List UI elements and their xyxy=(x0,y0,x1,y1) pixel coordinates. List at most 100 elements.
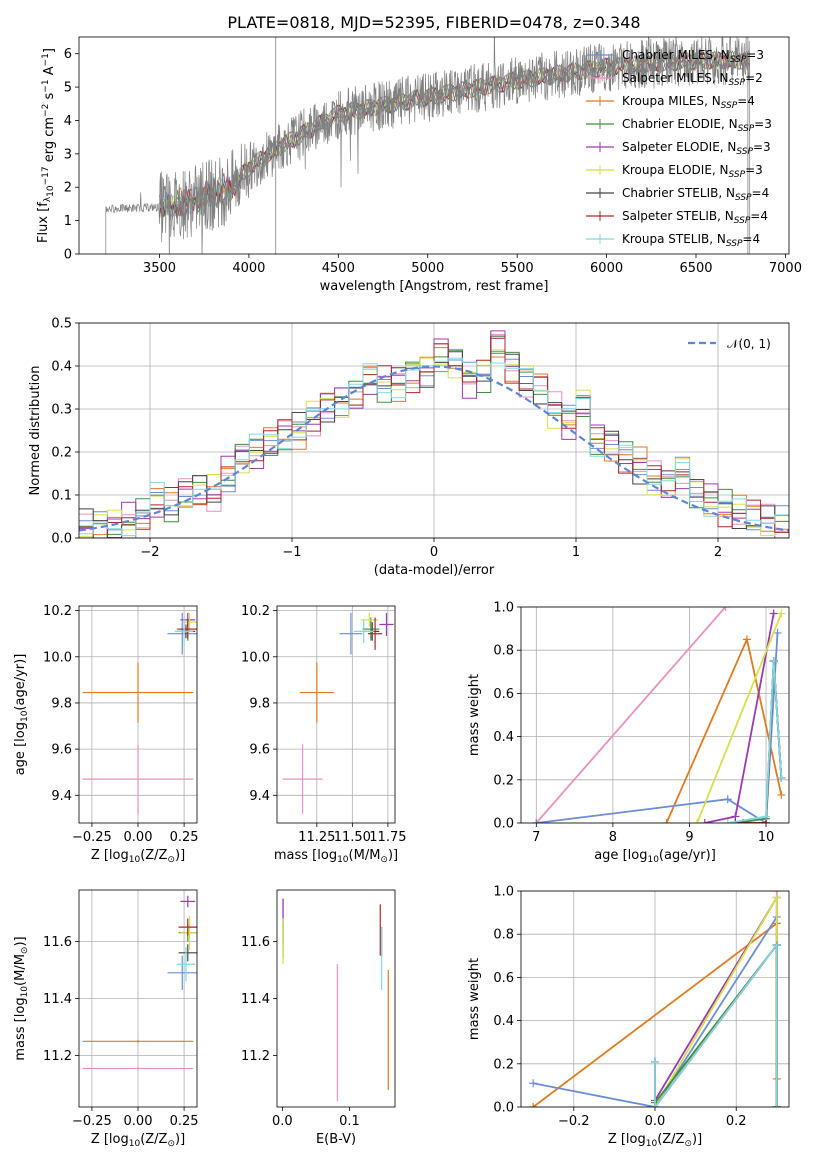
x-axis-label-part: 10 xyxy=(646,1139,658,1149)
legend-eq: = xyxy=(753,140,763,154)
x-axis-label-part: Z [log xyxy=(608,1132,646,1147)
residual-histogram xyxy=(79,335,789,538)
legend-ssp-sub: SSP xyxy=(721,101,738,111)
legend-n-symbol: , N xyxy=(709,232,726,246)
mass-weight-point xyxy=(723,795,732,804)
y-tick-label: 6 xyxy=(64,47,72,62)
y-tick-label: 0.1 xyxy=(51,489,72,504)
y-axis-label-part: (M/M xyxy=(13,954,28,986)
x-axis-label-part: age [log xyxy=(594,848,647,863)
x-axis-label: (data-model)/error xyxy=(374,563,495,578)
mass-weight-point xyxy=(772,941,781,949)
x-axis-label-part: 10 xyxy=(129,855,141,865)
y-tick-label: 0.6 xyxy=(493,971,514,986)
spectrum-data-line xyxy=(105,37,751,254)
x-axis-label-part: ⊙ xyxy=(167,1139,175,1149)
y-tick-label: 0.0 xyxy=(493,1101,514,1116)
y-axis-label: Normed distribution xyxy=(28,366,43,496)
mass-weight-point xyxy=(769,609,778,618)
y-tick-label: 11.4 xyxy=(241,992,270,1007)
y-axis-label-part: 10 xyxy=(20,710,30,722)
spectrum-axes: 3500 4000 4500 5000 5500 6000 6500 70000123456w… xyxy=(36,36,802,294)
age-vs-mass-frame xyxy=(276,605,396,824)
y-tick-label: 0.2 xyxy=(493,773,514,788)
mass-weight-vs-Z-plot-area xyxy=(529,891,781,1107)
x-axis-label-part: (M/M xyxy=(349,848,381,863)
legend-model-name: Salpeter ELODIE xyxy=(622,140,720,154)
x-tick-label: −1 xyxy=(282,545,301,560)
y-axis-label-part: s xyxy=(42,92,57,103)
mass-weight-point xyxy=(723,819,732,823)
y-tick-label: 0.5 xyxy=(51,317,72,332)
legend-ssp-sub: SSP xyxy=(726,239,743,249)
y-tick-label: 0.4 xyxy=(493,1014,514,1029)
mass-vs-EBV-plot-area xyxy=(282,898,389,1102)
x-tick-label: 11.25 xyxy=(298,830,335,845)
y-tick-label: 0 xyxy=(64,248,72,263)
age-vs-Z-axes: −0.25 0.00 0.259.49.69.810.010.2Z [log10(Z… xyxy=(13,604,199,865)
y-axis-label-part: −1 xyxy=(41,53,51,66)
mass-weight-line xyxy=(696,613,783,823)
y-axis-label: age [log10(age/yr)] xyxy=(13,654,30,776)
x-tick-label: 0.1 xyxy=(339,1114,360,1129)
y-axis-label-part: erg cm xyxy=(42,117,57,166)
legend-ssp-sub: SSP xyxy=(730,55,747,65)
mass-vs-EBV-frame xyxy=(276,889,396,1108)
x-axis-label: E(B-V) xyxy=(316,1132,356,1147)
x-axis-label: Z [log10(Z/Z⊙)] xyxy=(608,1132,702,1149)
y-axis-label-part: A xyxy=(42,66,57,79)
mass-weight-point xyxy=(651,1057,659,1066)
x-tick-label: 0.0 xyxy=(272,1114,293,1129)
legend-ssp-sub: SSP xyxy=(736,147,753,157)
legend-n-value: 4 xyxy=(747,94,755,108)
x-axis-label-part: 10 xyxy=(129,1139,141,1149)
y-tick-label: 11.6 xyxy=(43,935,72,950)
legend-model-name: Kroupa ELODIE xyxy=(622,163,712,177)
legend-n-value: 4 xyxy=(752,232,760,246)
mass-weight-point xyxy=(529,1079,538,1088)
y-axis-label-part: −2 xyxy=(41,104,51,117)
x-tick-label: 10 xyxy=(758,830,775,845)
y-tick-label: 0.4 xyxy=(51,360,72,375)
x-axis-label-part: Z [log xyxy=(91,1132,129,1147)
x-tick-label: 6000 xyxy=(590,261,623,276)
y-tick-label: 0.0 xyxy=(51,532,72,547)
y-tick-label: 11.4 xyxy=(43,992,72,1007)
x-axis-label-part: 10 xyxy=(647,855,659,865)
y-tick-label: 9.4 xyxy=(249,789,270,804)
mass-weight-point xyxy=(721,607,730,611)
residuals-axes: −2 −1 0 1 2 0.0 0.1 0.2 0.3 0.4 0.5 (data-model)/er… xyxy=(28,317,790,578)
mass-weight-point xyxy=(772,893,781,902)
y-axis-label: Flux [fλ10−17 erg cm−2 s−1 A−1] xyxy=(36,48,57,243)
x-tick-label: 0.25 xyxy=(170,1114,199,1129)
y-tick-label: 0.2 xyxy=(493,1057,514,1072)
y-axis-label-part: age [log xyxy=(13,722,28,775)
x-tick-label: −0.25 xyxy=(72,830,112,845)
mass-weight-point xyxy=(742,635,751,644)
mass-weight-point xyxy=(693,819,702,823)
y-tick-label: 9.8 xyxy=(249,696,270,711)
x-axis-label-part: (age/yr)] xyxy=(659,848,716,863)
mass-weight-line xyxy=(535,607,727,823)
mass-weight-vs-age-frame xyxy=(520,606,790,824)
x-axis-label: Z [log10(Z/Z⊙)] xyxy=(91,848,185,865)
legend-entry: Salpeter MILES, NSSP=2 xyxy=(622,71,763,88)
legend-n-value: 2 xyxy=(755,71,763,85)
x-tick-label: 0.25 xyxy=(170,830,199,845)
normal-reference-curve xyxy=(79,365,789,532)
legend-model-name: Kroupa MILES xyxy=(622,94,704,108)
legend-n-symbol: , N xyxy=(713,48,730,62)
legend-entry: Salpeter STELIB, NSSP=4 xyxy=(622,209,768,226)
age-vs-Z-frame xyxy=(78,605,198,824)
legend-n-value: 3 xyxy=(763,140,771,154)
x-axis-label: mass [log10(M/M⊙)] xyxy=(274,848,398,865)
y-axis-label-part: −17 xyxy=(41,166,51,185)
legend-n-symbol: , N xyxy=(720,140,737,154)
y-axis-label-part: 10 xyxy=(46,185,56,197)
mass-vs-EBV-axes: 0.0 0.1 11.2 11.4 11.6 E(B-V) xyxy=(241,889,396,1147)
x-axis-label-part: )] xyxy=(388,848,398,863)
mass-weight-vs-Z-axes: −0.2 0.0 0.2 0.0 0.2 0.4 0.6 0.8 1.0 Z [log10(Z/Z… xyxy=(467,885,790,1149)
x-axis-label-part: ⊙ xyxy=(167,855,175,865)
y-tick-label: 9.4 xyxy=(51,789,72,804)
y-tick-label: 10.0 xyxy=(241,650,270,665)
